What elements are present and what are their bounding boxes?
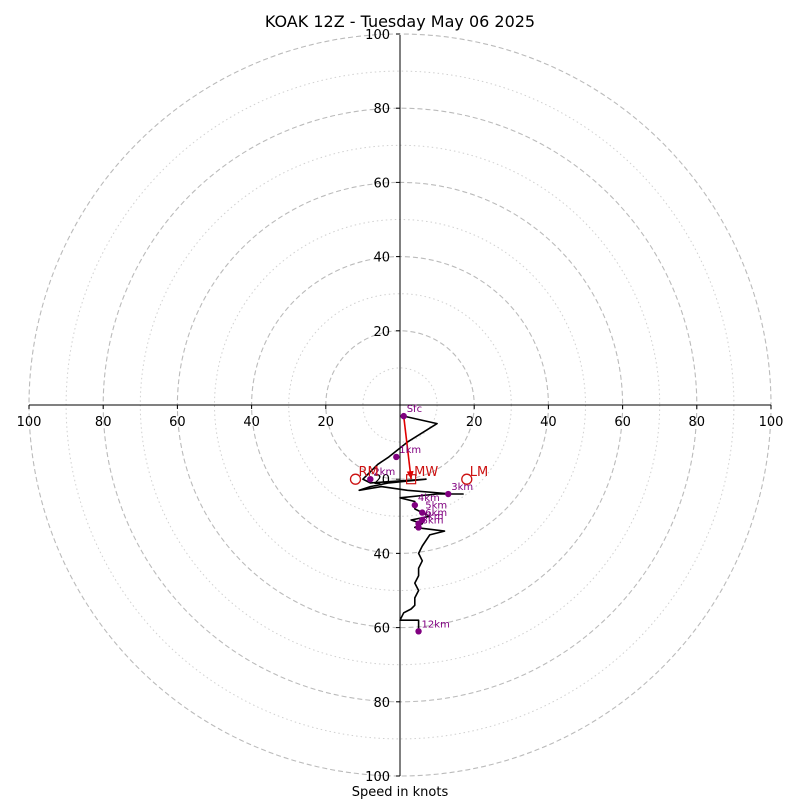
height-marker-label: 8km	[422, 515, 444, 526]
storm-motion-marker	[349, 473, 362, 485]
storm-motion-marker	[461, 473, 473, 485]
storm-motion-marker	[406, 474, 417, 485]
height-marker-label: 3km	[451, 482, 473, 493]
chart-title: KOAK 12Z - Tuesday May 06 2025	[265, 12, 535, 31]
y-tick-label: 60	[373, 622, 390, 637]
wind-profile-line	[358, 415, 464, 632]
storm-motion-label: LM	[470, 465, 488, 480]
x-tick-label: 100	[759, 415, 784, 430]
height-marker-label: 2km	[373, 467, 395, 478]
height-marker-dot	[400, 412, 407, 420]
y-tick-label: 80	[373, 696, 390, 711]
height-marker-dot	[367, 476, 374, 483]
x-tick-label: 20	[466, 415, 483, 430]
y-tick-label: 20	[373, 325, 390, 340]
storm-motion-label: RM	[358, 465, 378, 480]
height-marker-label: 5km	[425, 501, 447, 512]
height-marker-label: 4km	[418, 493, 440, 504]
x-axis-label: Speed in knots	[352, 785, 449, 800]
y-tick-label: 60	[373, 176, 390, 191]
x-tick-label: 100	[17, 415, 42, 430]
x-tick-label: 20	[318, 415, 335, 430]
y-tick-label: 40	[373, 251, 390, 266]
y-tick-label: 80	[373, 102, 390, 117]
height-marker-label: Sfc	[407, 404, 422, 415]
height-marker-dot	[415, 524, 422, 531]
height-marker-dot	[393, 453, 400, 461]
height-marker-dot	[445, 490, 452, 498]
y-tick-label: 100	[365, 28, 390, 43]
height-marker-label: 1km	[399, 445, 421, 456]
x-tick-label: 60	[614, 415, 631, 430]
x-tick-label: 40	[243, 415, 260, 430]
y-tick-label: 40	[373, 547, 390, 562]
x-tick-label: 80	[95, 415, 112, 430]
storm-motion-markers: RM LM MW	[349, 465, 488, 485]
x-tick-label: 80	[689, 415, 706, 430]
height-marker-dot	[419, 509, 426, 516]
height-marker-label: 12km	[422, 619, 450, 630]
x-tick-label: 40	[540, 415, 557, 430]
y-tick-label: 100	[365, 770, 390, 785]
height-marker-dot	[411, 501, 419, 509]
height-marker-label: 6km	[425, 508, 447, 519]
x-tick-label: 60	[169, 415, 186, 430]
height-marker-dot	[415, 628, 422, 635]
shear-vector-line	[402, 416, 412, 480]
height-marker-label: 7km	[422, 512, 444, 523]
storm-motion-label: MW	[414, 465, 438, 480]
